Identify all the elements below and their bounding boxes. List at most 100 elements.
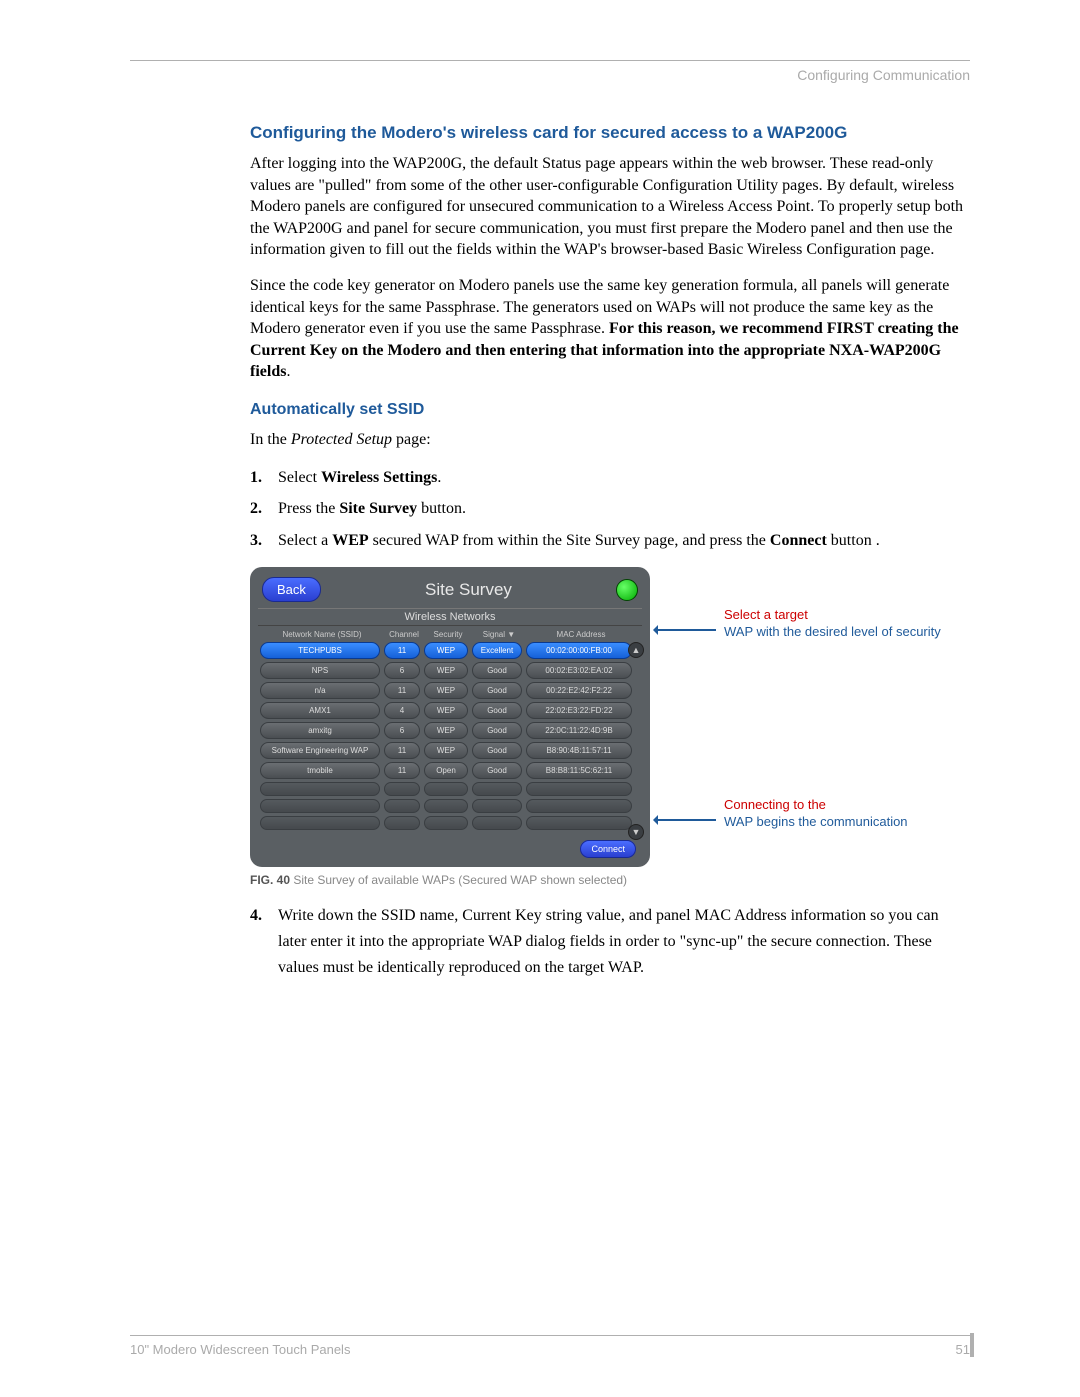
table-row-empty: [260, 782, 640, 796]
page-footer: 10" Modero Widescreen Touch Panels 51: [130, 1335, 970, 1357]
t: Wireless Settings: [321, 469, 437, 486]
table-cell: B8:B8:11:5C:62:11: [526, 762, 632, 779]
table-cell: [260, 799, 380, 813]
col-security: Security: [426, 630, 470, 639]
paragraph-3c: page:: [392, 431, 431, 448]
list-item: 3. Select a WEP secured WAP from within …: [250, 528, 970, 554]
table-cell: Good: [472, 702, 522, 719]
table-cell: AMX1: [260, 702, 380, 719]
table-cell: 6: [384, 662, 420, 679]
table-cell: 11: [384, 682, 420, 699]
col-ssid: Network Name (SSID): [262, 630, 382, 639]
table-row[interactable]: AMX14WEPGood22:02:E3:22:FD:22: [260, 702, 640, 719]
table-cell: 6: [384, 722, 420, 739]
table-cell: Good: [472, 682, 522, 699]
t: Select a: [278, 532, 332, 549]
table-row[interactable]: TECHPUBS11WEPExcellent00:02:00:00:FB:00: [260, 642, 640, 659]
table-cell: Good: [472, 762, 522, 779]
table-cell: [472, 816, 522, 830]
table-cell: [260, 816, 380, 830]
paragraph-2: Since the code key generator on Modero p…: [250, 275, 970, 383]
list-number: 1.: [250, 465, 278, 491]
table-cell: Good: [472, 742, 522, 759]
t: Connect: [770, 532, 827, 549]
list-number: 2.: [250, 496, 278, 522]
table-cell: 00:22:E2:42:F2:22: [526, 682, 632, 699]
table-row[interactable]: tmobile11OpenGoodB8:B8:11:5C:62:11: [260, 762, 640, 779]
annotation-2: Connecting to the WAP begins the communi…: [724, 797, 908, 830]
table-cell: WEP: [424, 742, 468, 759]
col-channel: Channel: [386, 630, 422, 639]
table-cell: n/a: [260, 682, 380, 699]
panel-title: Site Survey: [321, 580, 616, 600]
table-cell: 00:02:E3:02:EA:02: [526, 662, 632, 679]
table-row[interactable]: NPS6WEPGood00:02:E3:02:EA:02: [260, 662, 640, 679]
table-cell: TECHPUBS: [260, 642, 380, 659]
table-cell: 11: [384, 762, 420, 779]
subsection-heading: Automatically set SSID: [250, 401, 970, 419]
table-row[interactable]: amxitg6WEPGood22:0C:11:22:4D:9B: [260, 722, 640, 739]
table-cell: [424, 799, 468, 813]
figure-caption: FIG. 40 Site Survey of available WAPs (S…: [250, 873, 970, 887]
footer-accent: [970, 1333, 974, 1357]
table-cell: Open: [424, 762, 468, 779]
table-cell: Software Engineering WAP: [260, 742, 380, 759]
connect-button[interactable]: Connect: [580, 840, 636, 858]
annotation-1: Select a target WAP with the desired lev…: [724, 607, 941, 640]
table-cell: 4: [384, 702, 420, 719]
table-cell: WEP: [424, 702, 468, 719]
table-row-empty: [260, 816, 640, 830]
site-survey-panel: Back Site Survey Wireless Networks Netwo…: [250, 567, 650, 867]
t: WEP: [332, 532, 368, 549]
table-cell: WEP: [424, 682, 468, 699]
list-item: 4. Write down the SSID name, Current Key…: [250, 903, 970, 980]
table-cell: [424, 816, 468, 830]
list-item: 2. Press the Site Survey button.: [250, 496, 970, 522]
footer-page-number: 51: [956, 1342, 970, 1357]
col-signal[interactable]: Signal ▼: [474, 630, 524, 639]
table-cell: [526, 782, 632, 796]
table-cell: 22:02:E3:22:FD:22: [526, 702, 632, 719]
table-cell: Excellent: [472, 642, 522, 659]
list-number: 3.: [250, 528, 278, 554]
table-cell: 00:02:00:00:FB:00: [526, 642, 632, 659]
table-row[interactable]: n/a11WEPGood00:22:E2:42:F2:22: [260, 682, 640, 699]
t: Site Survey: [339, 500, 417, 517]
table-cell: B8:90:4B:11:57:11: [526, 742, 632, 759]
page-header-section: Configuring Communication: [130, 67, 970, 83]
table-cell: amxitg: [260, 722, 380, 739]
table-cell: [472, 782, 522, 796]
table-row[interactable]: Software Engineering WAP11WEPGoodB8:90:4…: [260, 742, 640, 759]
section-heading: Configuring the Modero's wireless card f…: [250, 123, 970, 143]
table-cell: tmobile: [260, 762, 380, 779]
t: button.: [417, 500, 466, 517]
figure-label: FIG. 40: [250, 873, 290, 887]
table-cell: [260, 782, 380, 796]
table-cell: [384, 782, 420, 796]
list-number: 4.: [250, 903, 278, 980]
footer-left: 10" Modero Widescreen Touch Panels: [130, 1342, 350, 1357]
column-headers: Network Name (SSID) Channel Security Sig…: [258, 629, 642, 642]
list-text: Select a WEP secured WAP from within the…: [278, 528, 970, 554]
rows-area: ▲ ▼ TECHPUBS11WEPExcellent00:02:00:00:FB…: [258, 642, 642, 830]
ordered-list: 1. Select Wireless Settings. 2. Press th…: [250, 465, 970, 554]
table-cell: 11: [384, 742, 420, 759]
paragraph-2c: .: [286, 363, 290, 380]
back-button[interactable]: Back: [262, 577, 321, 602]
list-text: Press the Site Survey button.: [278, 496, 970, 522]
scroll-up-icon[interactable]: ▲: [628, 642, 644, 658]
table-cell: [424, 782, 468, 796]
table-cell: [384, 799, 420, 813]
figure-40: Back Site Survey Wireless Networks Netwo…: [250, 567, 970, 867]
paragraph-3: In the Protected Setup page:: [250, 429, 970, 451]
table-cell: WEP: [424, 722, 468, 739]
arrow-icon: [656, 819, 716, 821]
ordered-list-continued: 4. Write down the SSID name, Current Key…: [250, 903, 970, 980]
info-icon[interactable]: [616, 579, 638, 601]
arrow-icon: [656, 629, 716, 631]
table-cell: 11: [384, 642, 420, 659]
paragraph-3b: Protected Setup: [291, 431, 392, 448]
table-cell: WEP: [424, 642, 468, 659]
paragraph-3a: In the: [250, 431, 291, 448]
table-cell: [526, 816, 632, 830]
